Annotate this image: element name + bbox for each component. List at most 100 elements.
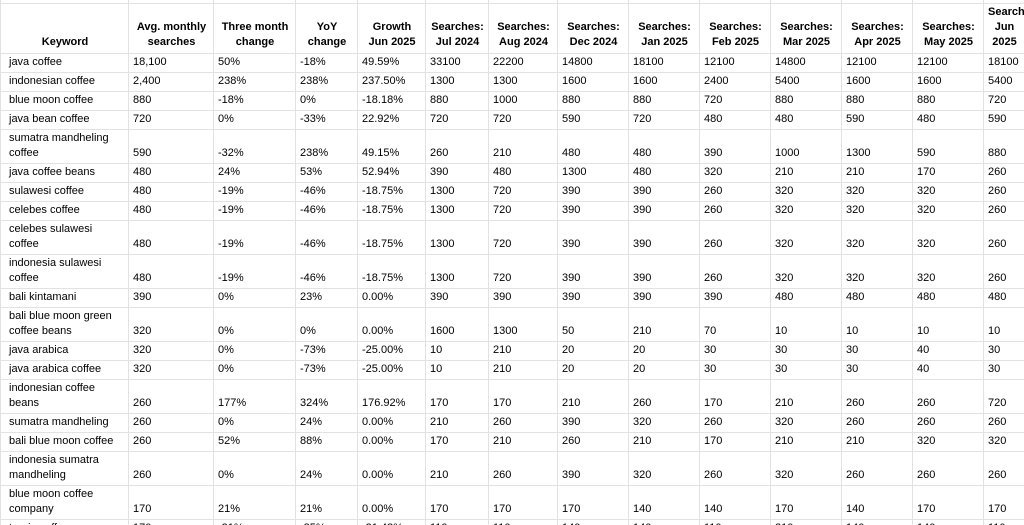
value-cell[interactable]: 260 bbox=[699, 220, 771, 255]
column-header[interactable]: Searches: Jan 2025 bbox=[628, 3, 700, 54]
value-cell[interactable]: 170 bbox=[912, 163, 984, 183]
keyword-cell[interactable]: toraja coffee bbox=[0, 519, 129, 525]
value-cell[interactable]: 590 bbox=[983, 110, 1024, 130]
value-cell[interactable]: 1300 bbox=[425, 254, 489, 289]
value-cell[interactable]: 260 bbox=[841, 451, 913, 486]
keyword-cell[interactable]: indonesia sumatra mandheling bbox=[0, 451, 129, 486]
column-header[interactable]: Searches: Feb 2025 bbox=[699, 3, 771, 54]
value-cell[interactable]: 320 bbox=[912, 201, 984, 221]
value-cell[interactable]: 1300 bbox=[557, 163, 629, 183]
value-cell[interactable]: 30 bbox=[770, 360, 842, 380]
value-cell[interactable]: 390 bbox=[425, 288, 489, 308]
value-cell[interactable]: 1300 bbox=[425, 220, 489, 255]
value-cell[interactable]: 210 bbox=[488, 432, 558, 452]
value-cell[interactable]: 210 bbox=[557, 379, 629, 414]
value-cell[interactable]: 260 bbox=[128, 432, 214, 452]
value-cell[interactable]: 0% bbox=[213, 110, 296, 130]
column-header[interactable]: Searches: Apr 2025 bbox=[841, 3, 913, 54]
column-header[interactable]: Searches: Jun 2025 bbox=[983, 3, 1024, 54]
value-cell[interactable]: 320 bbox=[912, 254, 984, 289]
value-cell[interactable]: 390 bbox=[557, 451, 629, 486]
keyword-cell[interactable]: java arabica bbox=[0, 341, 129, 361]
value-cell[interactable]: 320 bbox=[770, 413, 842, 433]
value-cell[interactable]: 260 bbox=[983, 163, 1024, 183]
value-cell[interactable]: 390 bbox=[557, 288, 629, 308]
value-cell[interactable]: 480 bbox=[699, 110, 771, 130]
value-cell[interactable]: 237.50% bbox=[357, 72, 426, 92]
value-cell[interactable]: 0% bbox=[213, 451, 296, 486]
value-cell[interactable]: 30 bbox=[699, 360, 771, 380]
value-cell[interactable]: -32% bbox=[213, 129, 296, 164]
value-cell[interactable]: 320 bbox=[128, 307, 214, 342]
value-cell[interactable]: 18,100 bbox=[128, 53, 214, 73]
value-cell[interactable]: -18.75% bbox=[357, 182, 426, 202]
value-cell[interactable]: 30 bbox=[770, 341, 842, 361]
value-cell[interactable]: 10 bbox=[912, 307, 984, 342]
keyword-cell[interactable]: bali blue moon green coffee beans bbox=[0, 307, 129, 342]
value-cell[interactable]: 210 bbox=[425, 413, 489, 433]
value-cell[interactable]: 22.92% bbox=[357, 110, 426, 130]
value-cell[interactable]: 210 bbox=[628, 307, 700, 342]
value-cell[interactable]: 0% bbox=[213, 341, 296, 361]
value-cell[interactable]: 480 bbox=[841, 288, 913, 308]
value-cell[interactable]: 1300 bbox=[425, 72, 489, 92]
value-cell[interactable]: 5400 bbox=[770, 72, 842, 92]
value-cell[interactable]: 1300 bbox=[425, 182, 489, 202]
value-cell[interactable]: 390 bbox=[628, 182, 700, 202]
keyword-cell[interactable]: bali blue moon coffee bbox=[0, 432, 129, 452]
value-cell[interactable]: 10 bbox=[425, 360, 489, 380]
value-cell[interactable]: 320 bbox=[628, 413, 700, 433]
value-cell[interactable]: 210 bbox=[770, 432, 842, 452]
value-cell[interactable]: 260 bbox=[425, 129, 489, 164]
keyword-cell[interactable]: java bean coffee bbox=[0, 110, 129, 130]
value-cell[interactable]: 170 bbox=[699, 379, 771, 414]
value-cell[interactable]: 10 bbox=[983, 307, 1024, 342]
value-cell[interactable]: 720 bbox=[425, 110, 489, 130]
value-cell[interactable]: 30 bbox=[983, 341, 1024, 361]
value-cell[interactable]: 50 bbox=[557, 307, 629, 342]
keyword-cell[interactable]: blue moon coffee company bbox=[0, 485, 129, 520]
value-cell[interactable]: 390 bbox=[488, 288, 558, 308]
value-cell[interactable]: 0% bbox=[213, 360, 296, 380]
value-cell[interactable]: 480 bbox=[628, 163, 700, 183]
value-cell[interactable]: 880 bbox=[425, 91, 489, 111]
value-cell[interactable]: 5400 bbox=[983, 72, 1024, 92]
value-cell[interactable]: 720 bbox=[488, 182, 558, 202]
value-cell[interactable]: 30 bbox=[983, 360, 1024, 380]
value-cell[interactable]: 140 bbox=[557, 519, 629, 525]
value-cell[interactable]: 170 bbox=[128, 519, 214, 525]
value-cell[interactable]: 24% bbox=[295, 413, 358, 433]
value-cell[interactable]: 238% bbox=[295, 129, 358, 164]
value-cell[interactable]: 40 bbox=[912, 341, 984, 361]
value-cell[interactable]: 12100 bbox=[699, 53, 771, 73]
value-cell[interactable]: 140 bbox=[699, 485, 771, 520]
value-cell[interactable]: -46% bbox=[295, 220, 358, 255]
keyword-cell[interactable]: indonesia sulawesi coffee bbox=[0, 254, 129, 289]
value-cell[interactable]: 390 bbox=[128, 288, 214, 308]
value-cell[interactable]: 720 bbox=[983, 91, 1024, 111]
value-cell[interactable]: -35% bbox=[295, 519, 358, 525]
value-cell[interactable]: 260 bbox=[557, 432, 629, 452]
value-cell[interactable]: 12100 bbox=[912, 53, 984, 73]
value-cell[interactable]: 390 bbox=[557, 220, 629, 255]
value-cell[interactable]: 260 bbox=[128, 379, 214, 414]
value-cell[interactable]: 260 bbox=[841, 379, 913, 414]
value-cell[interactable]: 12100 bbox=[841, 53, 913, 73]
value-cell[interactable]: 0.00% bbox=[357, 307, 426, 342]
value-cell[interactable]: 0.00% bbox=[357, 451, 426, 486]
value-cell[interactable]: 50% bbox=[213, 53, 296, 73]
value-cell[interactable]: -73% bbox=[295, 341, 358, 361]
value-cell[interactable]: 260 bbox=[983, 451, 1024, 486]
value-cell[interactable]: 30 bbox=[841, 360, 913, 380]
value-cell[interactable]: 880 bbox=[983, 129, 1024, 164]
value-cell[interactable]: 480 bbox=[128, 220, 214, 255]
value-cell[interactable]: 1600 bbox=[557, 72, 629, 92]
value-cell[interactable]: 260 bbox=[699, 254, 771, 289]
value-cell[interactable]: 210 bbox=[488, 360, 558, 380]
value-cell[interactable]: 170 bbox=[912, 485, 984, 520]
value-cell[interactable]: -25.00% bbox=[357, 341, 426, 361]
value-cell[interactable]: 0.00% bbox=[357, 485, 426, 520]
value-cell[interactable]: 720 bbox=[488, 110, 558, 130]
value-cell[interactable]: 390 bbox=[628, 288, 700, 308]
value-cell[interactable]: 390 bbox=[557, 201, 629, 221]
